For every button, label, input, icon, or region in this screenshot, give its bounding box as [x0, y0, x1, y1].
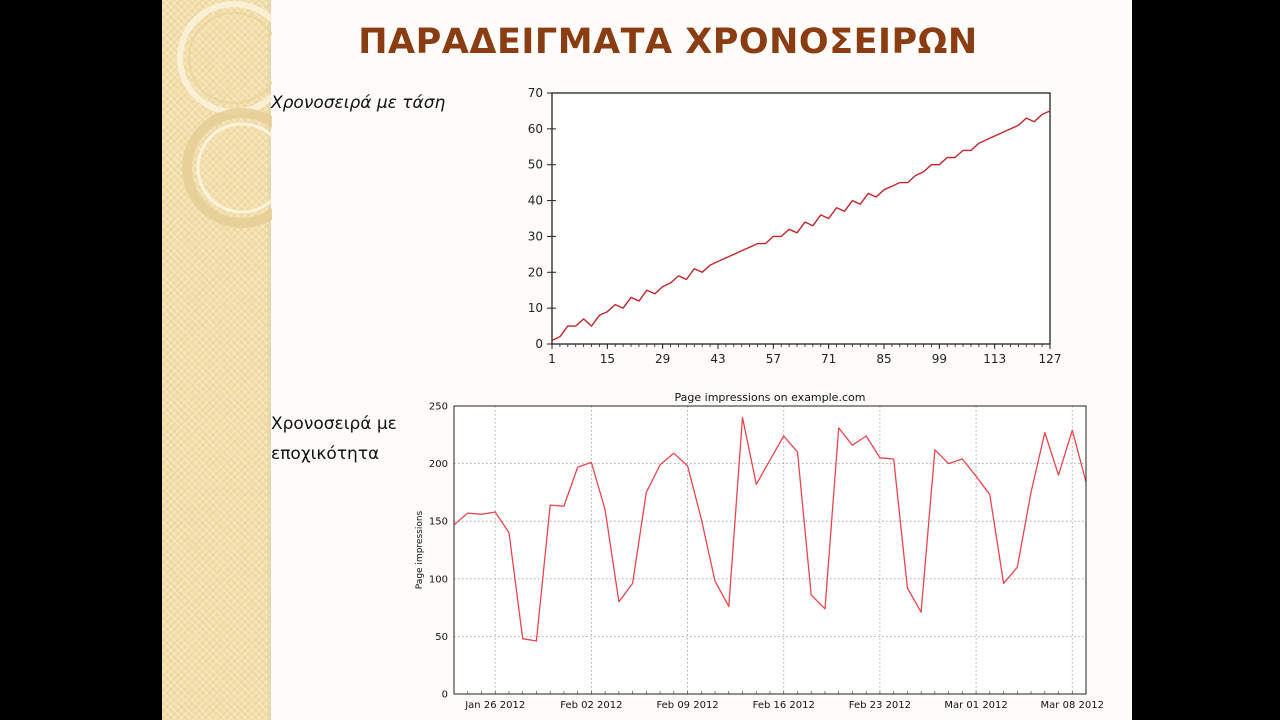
seasonal-y-tick-label: 100 [429, 574, 448, 585]
slide: ΠΑΡΑΔΕΙΓΜΑΤΑ ΧΡΟΝΟΣΕΙΡΩΝ Χρονοσειρά με τ… [162, 0, 1132, 720]
seasonal-x-tick-label: Jan 26 2012 [464, 700, 525, 711]
trend-chart: 0 10 20 30 40 50 60 70 1 15 29 43 57 71 85 99 113 127 [528, 86, 1062, 366]
trend-x-tick-label: 127 [1039, 352, 1062, 366]
trend-y-tick-label: 50 [528, 158, 543, 172]
trend-x-tick-label: 99 [932, 352, 947, 366]
seasonal-y-tick-label: 150 [429, 517, 448, 528]
trend-plot-frame [551, 92, 1051, 345]
seasonal-label-line2: εποχικότητα [271, 444, 380, 464]
trend-y-tick-label: 0 [535, 337, 543, 351]
seasonal-y-tick-label: 250 [429, 402, 448, 413]
seasonal-plot-frame [453, 405, 1087, 695]
decorative-rings [177, 1, 272, 228]
trend-x-tick-label: 15 [600, 352, 615, 366]
seasonal-chart-title: Page impressions on example.com [675, 391, 866, 404]
slide-title: ΠΑΡΑΔΕΙΓΜΑΤΑ ΧΡΟΝΟΣΕΙΡΩΝ [358, 22, 978, 62]
trend-x-tick-label: 43 [710, 352, 725, 366]
trend-plot-group [547, 92, 1051, 349]
trend-y-tick-label: 30 [528, 229, 543, 243]
trend-y-tick-label: 20 [528, 265, 543, 279]
seasonal-y-axis-label: Page impressions [415, 510, 425, 589]
seasonal-x-tick-label: Feb 09 2012 [656, 700, 718, 711]
seasonal-chart: Page impressions on example.com Page impr… [415, 391, 1104, 711]
trend-x-tick-label: 71 [821, 352, 836, 366]
seasonal-x-tick-label: Mar 01 2012 [944, 700, 1007, 711]
trend-series-line [551, 110, 1051, 342]
trend-y-tick-label: 10 [528, 301, 543, 315]
seasonal-series-line [453, 416, 1087, 642]
trend-y-tick-label: 60 [528, 122, 543, 136]
seasonal-x-tick-label: Feb 23 2012 [849, 700, 911, 711]
seasonal-x-tick-label: Mar 08 2012 [1041, 700, 1104, 711]
seasonal-y-tick-label: 0 [442, 690, 448, 701]
trend-y-tick-label: 40 [528, 194, 543, 208]
seasonal-label-line1: Χρονοσειρά με [271, 414, 397, 434]
trend-x-tick-label: 1 [548, 352, 556, 366]
trend-x-tick-label: 29 [655, 352, 670, 366]
seasonal-plot-bg [454, 406, 1086, 694]
trend-y-tick-label: 70 [528, 86, 543, 100]
trend-x-tick-label: 57 [766, 352, 781, 366]
seasonal-x-tick-label: Feb 16 2012 [753, 700, 815, 711]
trend-series-label: Χρονοσειρά με τάση [271, 93, 446, 113]
seasonal-y-tick-label: 200 [429, 459, 448, 470]
trend-x-tick-label: 113 [983, 352, 1006, 366]
seasonal-x-tick-label: Feb 02 2012 [560, 700, 622, 711]
seasonal-y-tick-label: 50 [435, 632, 448, 643]
trend-x-tick-label: 85 [876, 352, 891, 366]
side-band-edge [268, 0, 271, 720]
seasonal-series-label: Χρονοσειρά με εποχικότητα [271, 409, 421, 469]
